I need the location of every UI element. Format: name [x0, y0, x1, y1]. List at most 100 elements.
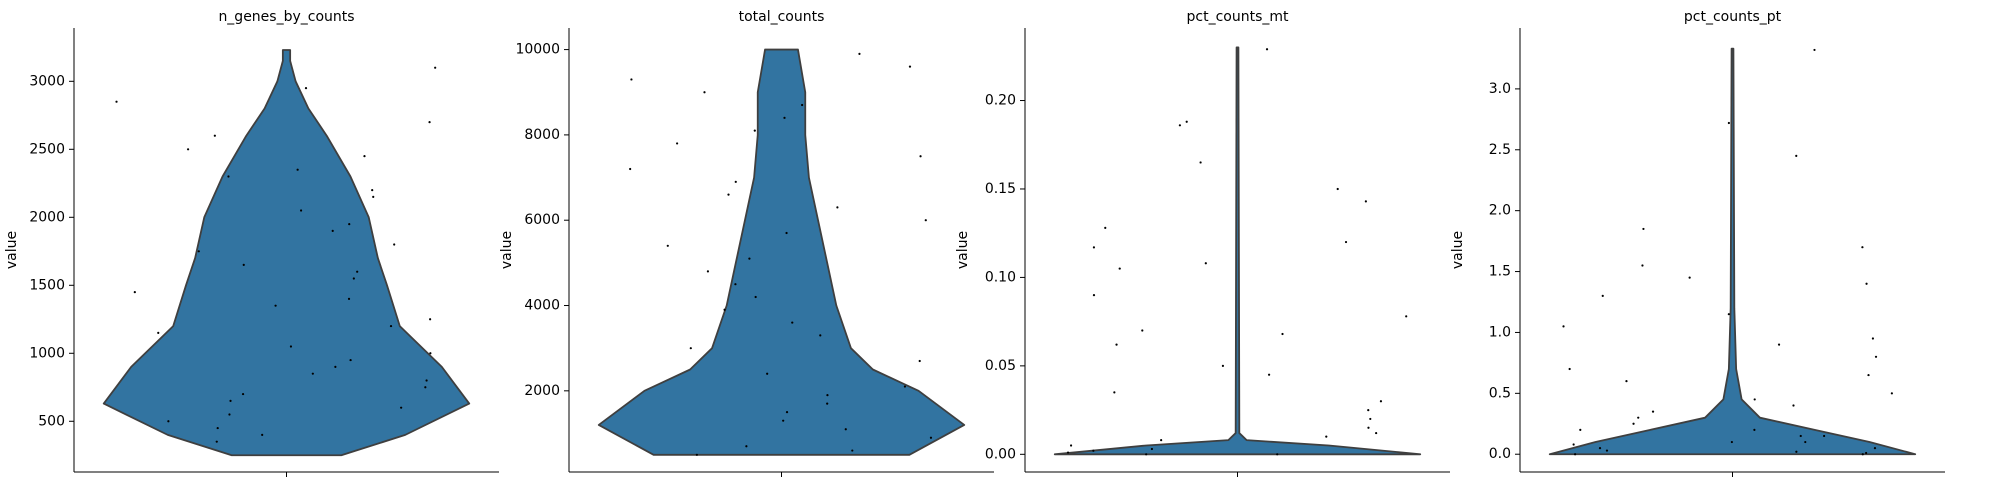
- data-point: [1799, 434, 1802, 438]
- data-point: [1364, 200, 1367, 203]
- data-point: [734, 180, 737, 183]
- violin: [597, 48, 966, 456]
- y-tick-label: 1.0: [1489, 324, 1511, 340]
- data-point: [1861, 246, 1864, 249]
- data-point: [1625, 380, 1628, 383]
- data-point: [801, 103, 804, 107]
- data-point: [425, 379, 428, 382]
- data-point: [1336, 187, 1339, 191]
- data-point: [1727, 121, 1730, 125]
- data-point: [1601, 294, 1604, 298]
- data-point: [748, 257, 751, 260]
- data-point: [296, 168, 299, 171]
- data-point: [929, 436, 933, 439]
- panel-title: total_counts: [739, 9, 825, 25]
- data-point: [1069, 444, 1073, 447]
- data-point: [1066, 451, 1070, 454]
- data-point: [1637, 416, 1640, 419]
- data-point: [1276, 453, 1279, 456]
- panel-title: n_genes_by_counts: [218, 9, 354, 25]
- data-point: [429, 318, 432, 321]
- data-point: [1874, 355, 1878, 358]
- violin: [102, 49, 471, 457]
- data-point: [334, 365, 337, 368]
- violin: [1053, 46, 1422, 456]
- y-tick-label: 2000: [524, 383, 560, 399]
- data-point: [1145, 453, 1148, 456]
- data-point: [703, 91, 706, 94]
- data-point: [348, 222, 351, 226]
- data-point: [1178, 124, 1182, 127]
- y-tick-label: 8000: [524, 127, 560, 143]
- data-point: [1379, 400, 1383, 403]
- data-point: [1160, 439, 1163, 442]
- data-point: [766, 372, 769, 375]
- data-point: [1865, 451, 1868, 455]
- data-point: [1221, 364, 1225, 367]
- y-axis-label: value: [955, 231, 971, 269]
- data-point: [1325, 435, 1328, 438]
- data-point: [216, 426, 219, 430]
- data-point: [371, 188, 374, 192]
- data-point: [331, 229, 334, 232]
- data-point: [1651, 410, 1655, 413]
- data-point: [783, 116, 786, 119]
- data-point: [1204, 262, 1207, 265]
- data-point: [1141, 329, 1144, 332]
- y-tick-label: 2.5: [1489, 142, 1511, 158]
- data-point: [791, 321, 794, 324]
- y-axis-label: value: [1450, 231, 1466, 269]
- y-tick-label: 2500: [29, 141, 65, 157]
- data-point: [1688, 276, 1691, 279]
- data-point: [1375, 431, 1378, 435]
- data-point: [349, 358, 352, 362]
- data-point: [1598, 447, 1602, 450]
- data-point: [1369, 417, 1372, 421]
- y-tick-label: 0.15: [985, 181, 1016, 197]
- data-point: [723, 308, 726, 311]
- y-tick-label: 4000: [524, 298, 560, 314]
- y-tick-label: 10000: [515, 42, 560, 58]
- data-point: [1568, 367, 1571, 371]
- y-tick-label: 0.5: [1489, 385, 1511, 401]
- violin: [1548, 47, 1917, 456]
- data-point: [1115, 343, 1118, 346]
- data-point: [157, 331, 160, 334]
- y-tick-label: 1000: [29, 345, 65, 361]
- data-point: [826, 393, 829, 397]
- data-point: [429, 352, 432, 355]
- data-point: [1367, 408, 1370, 412]
- data-point: [400, 406, 403, 409]
- data-point: [1632, 422, 1635, 425]
- data-point: [1092, 246, 1096, 249]
- data-point: [629, 167, 632, 171]
- data-point: [213, 134, 216, 137]
- data-point: [389, 324, 393, 328]
- data-point: [1642, 227, 1645, 231]
- data-point: [393, 243, 396, 246]
- data-point: [1753, 428, 1756, 431]
- data-point: [919, 155, 922, 158]
- data-point: [851, 449, 854, 452]
- data-point: [299, 209, 303, 212]
- data-point: [836, 206, 839, 209]
- y-tick-label: 3.0: [1489, 81, 1511, 97]
- data-point: [1265, 48, 1269, 51]
- data-point: [1795, 154, 1798, 157]
- data-point: [241, 392, 245, 396]
- data-point: [1890, 392, 1893, 395]
- data-point: [434, 66, 437, 69]
- data-point: [785, 231, 788, 235]
- data-point: [1367, 426, 1370, 429]
- data-point: [1865, 282, 1868, 285]
- data-point: [1861, 453, 1864, 456]
- y-tick-label: 0.00: [985, 446, 1016, 462]
- data-point: [1730, 440, 1733, 444]
- data-point: [274, 304, 277, 307]
- data-point: [1562, 325, 1565, 328]
- data-point: [356, 270, 359, 273]
- data-point: [428, 121, 431, 124]
- data-point: [424, 386, 427, 389]
- data-point: [782, 419, 785, 422]
- data-point: [1641, 264, 1644, 267]
